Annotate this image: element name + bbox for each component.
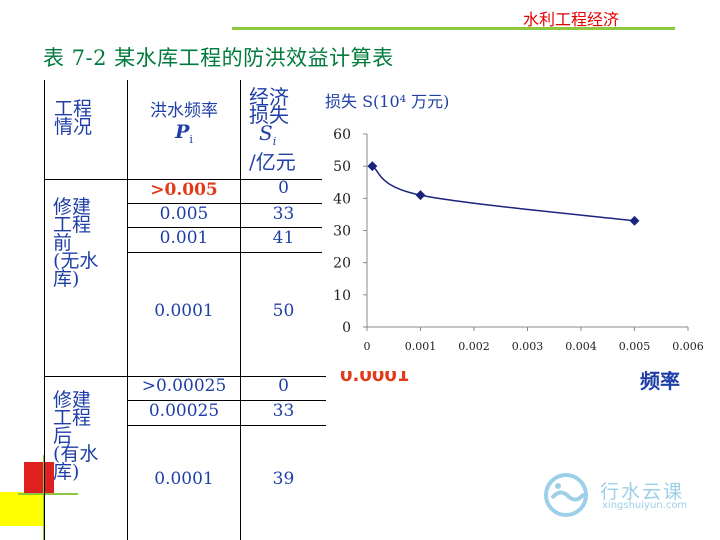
x-tick-label: 0.003 — [512, 340, 544, 353]
table-line — [127, 203, 326, 204]
group-label-line: 工程 — [53, 214, 92, 236]
frequency-symbol: P — [175, 121, 190, 143]
group-label-line: 前 — [53, 232, 73, 254]
frequency-sub: i — [189, 132, 193, 146]
y-tick-label: 0 — [342, 320, 351, 336]
table-line — [44, 376, 326, 377]
y-tick-label: 60 — [333, 127, 351, 143]
table-line — [127, 425, 326, 426]
x-tick-label: 0 — [364, 340, 371, 353]
x-tick-label: 0.004 — [565, 340, 597, 353]
decor-yellow-square — [0, 492, 44, 526]
group-label-line: (无水 — [53, 250, 99, 272]
group-label-line: 后 — [53, 425, 73, 447]
table-line — [127, 252, 326, 253]
table-line — [240, 80, 241, 540]
group-label-line: (有水 — [53, 443, 99, 465]
table-cell-loss: 33 — [272, 401, 295, 421]
header-loss-line: 损失 — [249, 103, 289, 127]
group-label-after: 修建 工程 后 (有水 库) — [53, 389, 123, 483]
table-line — [44, 80, 45, 540]
table-cell-loss: 33 — [272, 204, 295, 224]
slide-title: 表 7-2 某水库工程的防洪效益计算表 — [43, 46, 394, 70]
table-line — [127, 227, 326, 228]
table-cell-loss: 50 — [272, 301, 295, 321]
loss-symbol: S — [259, 121, 273, 145]
logo-url: xingshuiyun.com — [602, 500, 688, 511]
table-cell-loss: 41 — [272, 228, 295, 248]
x-tick-label: 0.002 — [458, 340, 490, 353]
table-cell-frequency: 0.0001 — [154, 469, 214, 489]
logo-icon — [544, 473, 588, 517]
header-loss-line: 经济 — [249, 85, 289, 109]
course-title: 水利工程经济 — [523, 10, 620, 29]
group-label-line: 库) — [53, 268, 80, 290]
logo-name: 行水云课 — [600, 481, 685, 503]
x-tick-label: 0.001 — [405, 340, 437, 353]
header-loss-line: /亿元 — [249, 150, 296, 174]
table-cell-frequency: >0.005 — [150, 180, 218, 200]
table-cell-frequency: 0.005 — [159, 204, 209, 224]
table-cell-frequency: 0.00025 — [148, 401, 220, 421]
chart-plot: 0 10 20 30 40 50 60 0 0.001 0.002 0.003 0.004 0.005 0… — [333, 127, 704, 353]
header-divider — [232, 27, 675, 30]
group-label-line: 工程 — [53, 407, 92, 429]
data-point — [415, 190, 426, 201]
decor-red-square — [24, 462, 54, 494]
group-label-line: 修建 — [53, 389, 92, 411]
table-line — [127, 400, 326, 401]
header-loss-symbol: Si — [249, 121, 319, 151]
table-cell-frequency: 0.001 — [159, 228, 209, 248]
group-label-line: 库) — [53, 461, 80, 483]
loss-frequency-chart: 损失 S(10⁴ 万元) 0 10 20 30 40 50 60 0 0.001 0.002 0.0… — [322, 86, 712, 371]
hidden-axis-text: 频率 — [640, 369, 680, 393]
data-point — [629, 215, 640, 226]
group-label-before: 修建 工程 前 (无水 库) — [53, 196, 123, 290]
decor-line-horizontal — [18, 493, 78, 495]
y-tick-label: 20 — [333, 256, 351, 272]
header-condition: 工程 情况 — [54, 98, 124, 138]
table-cell-frequency: 0.0001 — [154, 301, 214, 321]
header-frequency: 洪水频率 Pi — [128, 96, 240, 146]
series-line — [371, 165, 635, 222]
table-cell-frequency: >0.00025 — [141, 376, 227, 396]
header-condition-line: 情况 — [54, 116, 93, 138]
table-cell-loss: 0 — [278, 178, 289, 198]
group-label-line: 修建 — [53, 196, 92, 218]
x-tick-label: 0.005 — [619, 340, 651, 353]
y-tick-label: 30 — [333, 224, 351, 240]
x-tick-label: 0.006 — [672, 340, 704, 353]
table-line — [44, 179, 326, 180]
table-cell-loss: 39 — [272, 469, 295, 489]
table-line — [127, 80, 128, 540]
loss-sub: i — [272, 135, 277, 148]
chart-title: 损失 S(10⁴ 万元) — [325, 92, 450, 111]
header-frequency-label: 洪水频率 — [150, 101, 218, 121]
header-condition-line: 工程 — [54, 98, 93, 120]
y-tick-label: 40 — [333, 191, 351, 207]
y-tick-label: 50 — [333, 159, 351, 175]
table-cell-loss: 0 — [278, 376, 289, 396]
header-loss: 经济 损失 Si /亿元 — [249, 85, 319, 174]
y-tick-label: 10 — [333, 288, 351, 304]
header-frequency-symbol: Pi — [128, 121, 240, 146]
